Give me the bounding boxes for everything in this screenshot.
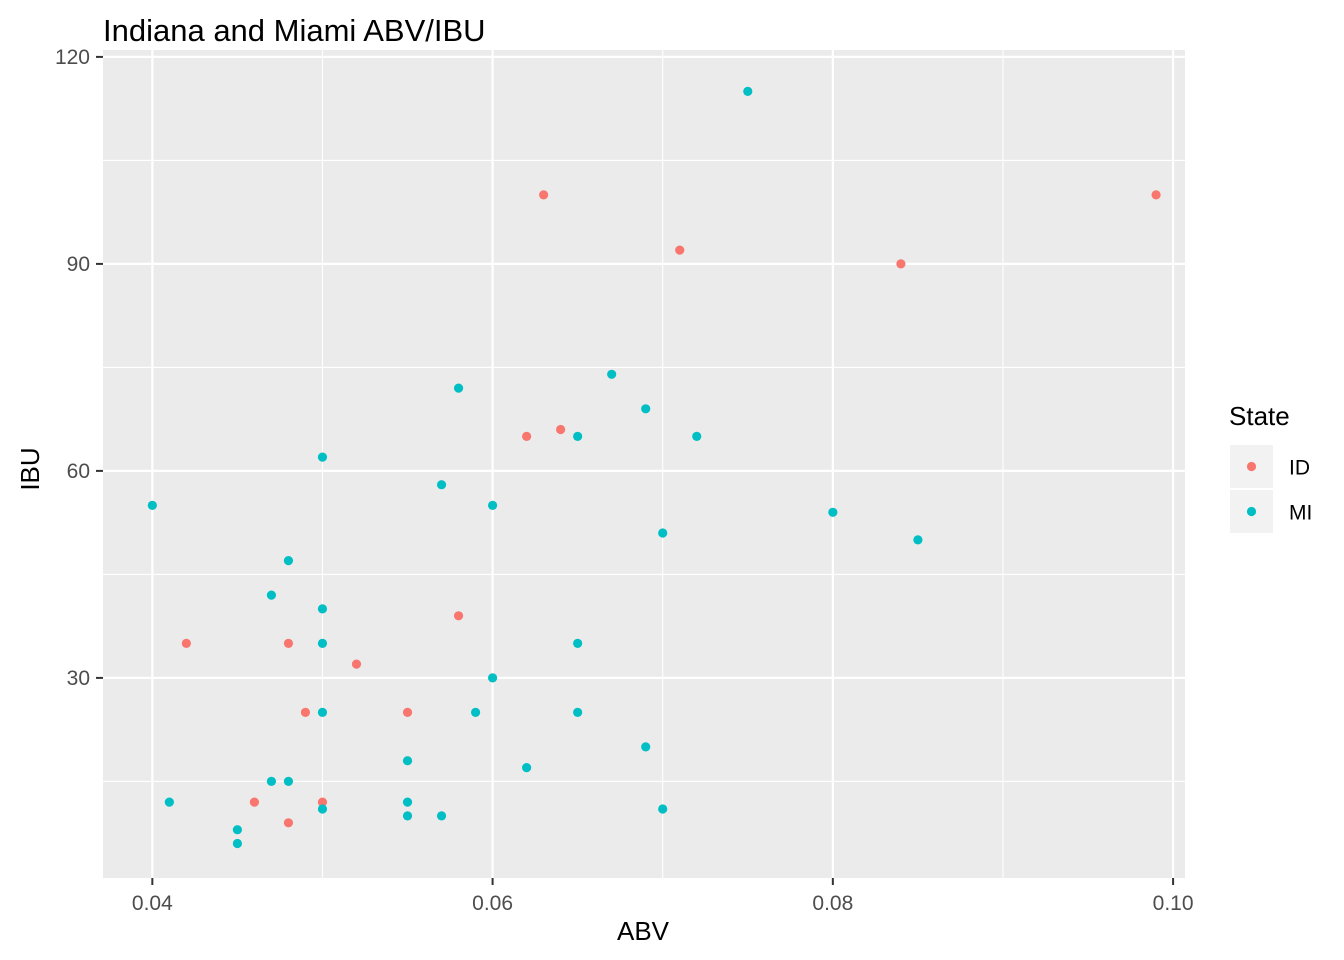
data-point-id — [675, 245, 685, 255]
data-point-id — [539, 190, 549, 200]
legend-swatch-mi — [1246, 506, 1257, 517]
data-point-id — [896, 259, 906, 269]
data-point-mi — [607, 369, 617, 379]
chart-title: Indiana and Miami ABV/IBU — [103, 13, 486, 48]
data-point-id — [300, 707, 311, 718]
data-point-mi — [573, 707, 583, 718]
data-point-mi — [522, 763, 532, 773]
axis-ticks — [96, 55, 1175, 885]
data-point-mi — [641, 404, 651, 414]
data-point-id — [249, 797, 260, 807]
data-point-mi — [658, 804, 668, 814]
data-point-mi — [913, 535, 923, 545]
data-point-mi — [317, 604, 328, 614]
grid-major — [103, 50, 1185, 878]
data-point-id — [181, 638, 191, 649]
data-point-id — [283, 638, 294, 649]
data-point-mi — [487, 673, 498, 683]
data-point-mi — [487, 500, 498, 510]
grid-minor — [103, 50, 1185, 878]
data-point-id — [317, 797, 328, 807]
legend-swatch-id — [1246, 461, 1257, 472]
data-point-mi — [641, 742, 651, 752]
data-point-mi — [317, 638, 328, 649]
data-point-mi — [573, 638, 583, 649]
y-axis-title: IBU — [15, 447, 45, 490]
data-point-mi — [232, 825, 242, 835]
data-point-id — [402, 707, 413, 718]
data-point-mi — [147, 500, 157, 510]
data-point-mi — [402, 811, 413, 821]
data-point-id — [283, 818, 294, 828]
data-point-id — [1151, 190, 1161, 200]
data-point-id — [453, 611, 464, 621]
data-points — [147, 86, 1161, 849]
data-point-mi — [828, 507, 838, 517]
data-point-mi — [573, 431, 583, 441]
data-point-id — [522, 431, 532, 441]
y-tick-label: 90 — [67, 253, 90, 276]
data-point-mi — [402, 797, 413, 807]
data-point-mi — [436, 811, 447, 821]
data-point-mi — [266, 590, 277, 600]
data-point-mi — [743, 86, 753, 96]
y-tick-label: 30 — [67, 667, 90, 690]
legend-label-id: ID — [1289, 457, 1310, 480]
x-tick-label: 0.04 — [132, 892, 173, 915]
data-point-mi — [692, 431, 702, 441]
data-point-mi — [164, 797, 174, 807]
data-point-mi — [453, 383, 464, 393]
data-point-mi — [436, 480, 447, 490]
y-axis-tick-labels: 30 60 90 120 — [55, 46, 90, 690]
data-point-mi — [232, 838, 242, 849]
legend-label-mi: MI — [1289, 502, 1312, 525]
data-point-id — [556, 424, 566, 435]
legend-title: State — [1229, 401, 1290, 431]
plot-panel — [103, 50, 1185, 878]
x-tick-label: 0.06 — [472, 892, 513, 915]
y-tick-label: 60 — [67, 460, 90, 483]
data-point-mi — [317, 452, 328, 462]
y-tick-label: 120 — [55, 46, 90, 69]
data-point-mi — [283, 556, 294, 566]
data-point-mi — [283, 776, 294, 787]
data-point-mi — [317, 804, 328, 814]
data-point-mi — [266, 776, 277, 787]
x-tick-label: 0.08 — [812, 892, 853, 915]
data-point-id — [351, 659, 362, 669]
legend: State ID MI — [1229, 401, 1312, 533]
x-axis-title: ABV — [617, 916, 670, 946]
x-axis-tick-labels: 0.04 0.06 0.08 0.10 — [132, 892, 1194, 915]
data-point-mi — [658, 528, 668, 538]
data-point-mi — [402, 756, 413, 766]
x-tick-label: 0.10 — [1153, 892, 1194, 915]
data-point-mi — [470, 707, 481, 718]
data-point-mi — [317, 707, 328, 718]
